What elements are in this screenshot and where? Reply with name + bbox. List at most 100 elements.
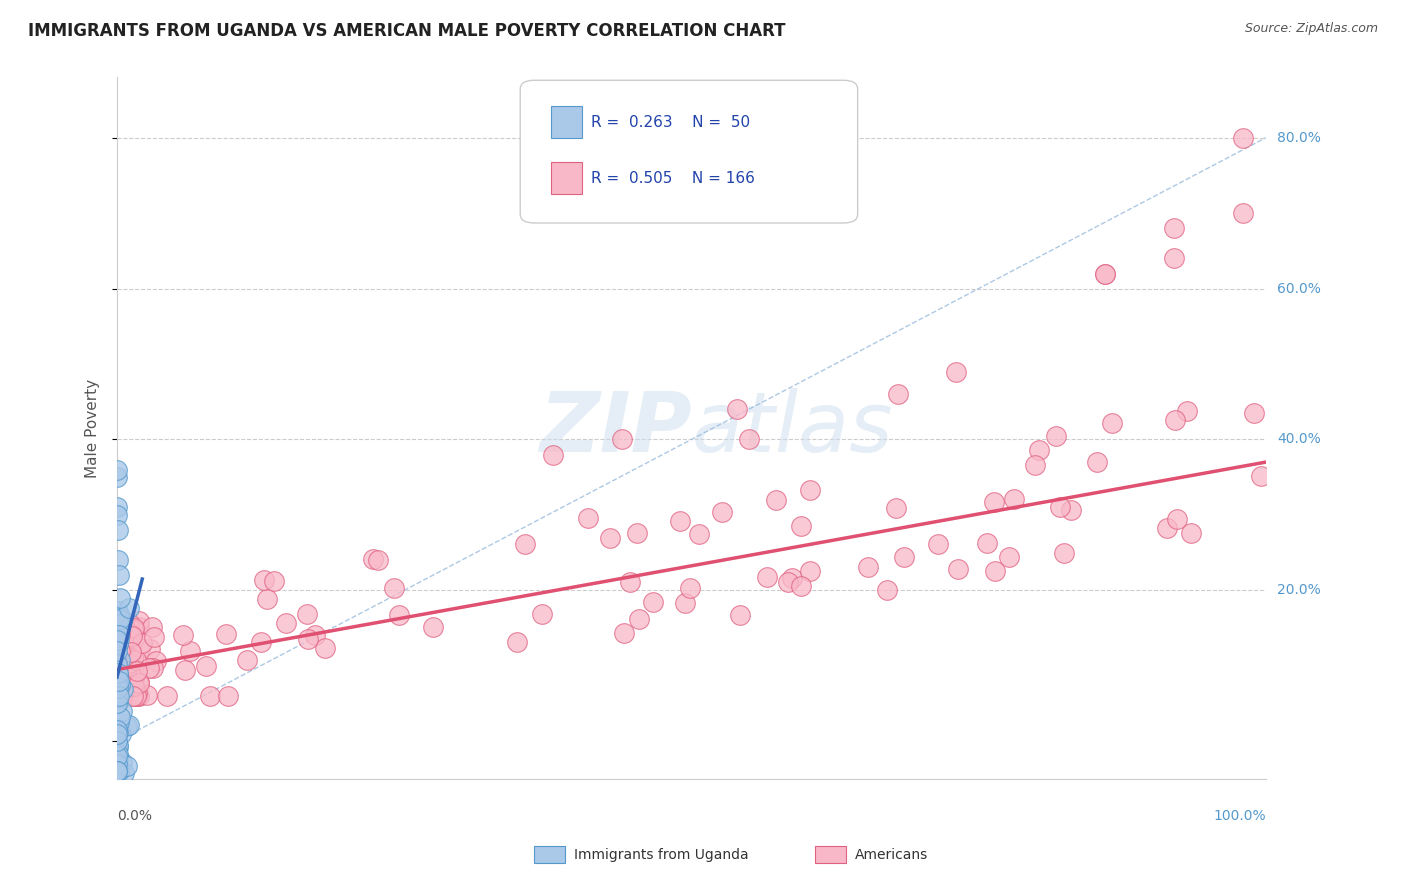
Point xyxy=(105,508,128,522)
Point xyxy=(513,537,536,551)
Point xyxy=(612,433,634,447)
Point xyxy=(108,715,131,730)
Point xyxy=(112,681,135,696)
Point xyxy=(304,628,326,642)
Point xyxy=(128,620,150,634)
Text: 0.0%: 0.0% xyxy=(117,809,152,823)
Point xyxy=(253,573,276,587)
Point xyxy=(118,683,141,698)
Point xyxy=(107,756,129,771)
Point xyxy=(945,365,967,379)
Point xyxy=(946,562,969,576)
Point xyxy=(112,647,135,661)
Point xyxy=(105,686,128,700)
Point xyxy=(673,596,696,610)
Point xyxy=(125,686,148,700)
Point xyxy=(110,657,132,671)
Point xyxy=(1250,469,1272,483)
Point xyxy=(105,726,128,740)
Point xyxy=(108,689,131,703)
Point xyxy=(765,492,787,507)
Point xyxy=(115,667,138,681)
Point xyxy=(110,755,132,769)
Point xyxy=(105,756,128,771)
Point xyxy=(128,689,150,703)
Point xyxy=(110,689,132,703)
Point xyxy=(108,689,131,703)
Point xyxy=(108,641,131,656)
Text: 60.0%: 60.0% xyxy=(1277,282,1320,295)
Point xyxy=(1156,521,1178,535)
Point xyxy=(108,673,131,688)
Text: ZIP: ZIP xyxy=(538,388,692,468)
Point xyxy=(107,747,129,762)
Point xyxy=(110,612,132,626)
Point xyxy=(105,749,128,764)
Point xyxy=(217,689,239,703)
Point xyxy=(115,673,138,688)
Point xyxy=(110,727,132,741)
Text: IMMIGRANTS FROM UGANDA VS AMERICAN MALE POVERTY CORRELATION CHART: IMMIGRANTS FROM UGANDA VS AMERICAN MALE … xyxy=(28,22,786,40)
Point xyxy=(108,628,131,642)
Point xyxy=(112,766,135,780)
Point xyxy=(117,678,139,692)
Point xyxy=(1243,406,1265,420)
Point xyxy=(1101,417,1123,431)
Point xyxy=(107,523,129,537)
Point xyxy=(120,670,142,684)
Point xyxy=(122,670,145,684)
Point xyxy=(110,591,132,605)
Point xyxy=(599,532,621,546)
Text: Source: ZipAtlas.com: Source: ZipAtlas.com xyxy=(1244,22,1378,36)
Point xyxy=(1002,492,1025,507)
Point xyxy=(297,632,319,646)
Point xyxy=(105,463,128,477)
Text: 80.0%: 80.0% xyxy=(1277,131,1320,145)
Text: 20.0%: 20.0% xyxy=(1277,583,1320,598)
Point xyxy=(367,553,389,567)
Point xyxy=(107,681,129,696)
Point xyxy=(111,689,134,703)
Point xyxy=(107,677,129,691)
Point xyxy=(1163,252,1185,266)
Point xyxy=(983,495,1005,509)
Point xyxy=(107,679,129,693)
Point xyxy=(112,657,135,671)
Point xyxy=(256,592,278,607)
Point xyxy=(107,668,129,682)
Point xyxy=(124,658,146,673)
Point xyxy=(108,678,131,692)
Point xyxy=(730,608,752,623)
Point xyxy=(112,642,135,657)
Text: 100.0%: 100.0% xyxy=(1213,809,1265,823)
Point xyxy=(1180,525,1202,540)
Point xyxy=(125,689,148,703)
Point xyxy=(1028,442,1050,457)
Point xyxy=(858,559,880,574)
Point xyxy=(136,688,159,702)
Point xyxy=(107,666,129,681)
Point xyxy=(361,552,384,566)
Point xyxy=(276,615,298,630)
Point xyxy=(107,639,129,653)
Point xyxy=(145,654,167,668)
Point xyxy=(125,653,148,667)
Point xyxy=(138,641,160,656)
Point xyxy=(112,680,135,694)
Point xyxy=(198,689,221,703)
Point xyxy=(576,510,599,524)
Point xyxy=(127,675,149,690)
Point xyxy=(105,764,128,779)
Point xyxy=(111,629,134,643)
Point xyxy=(122,621,145,635)
Point xyxy=(105,657,128,671)
Point xyxy=(107,689,129,703)
Point xyxy=(111,618,134,632)
Point xyxy=(876,582,898,597)
Y-axis label: Male Poverty: Male Poverty xyxy=(86,378,100,478)
Point xyxy=(236,653,259,667)
Point xyxy=(114,630,136,644)
Point xyxy=(122,669,145,683)
Text: R =  0.263    N =  50: R = 0.263 N = 50 xyxy=(591,115,749,129)
Point xyxy=(108,653,131,667)
